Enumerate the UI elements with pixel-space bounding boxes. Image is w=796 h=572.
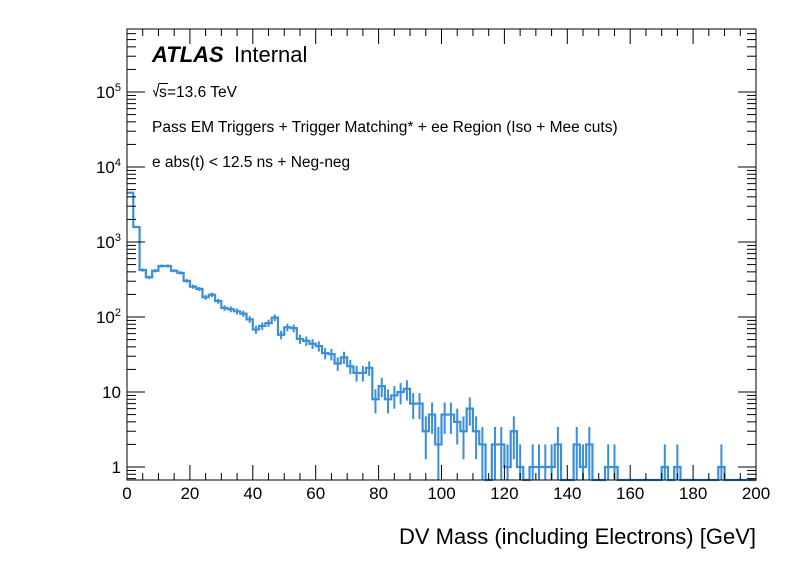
atlas-label: ATLAS — [151, 42, 224, 67]
x-axis-label: DV Mass (including Electrons) [GeV] — [399, 524, 756, 549]
y-tick-label: 102 — [96, 307, 121, 327]
y-tick-base: 10 — [96, 83, 115, 102]
sqrt-symbol-icon — [153, 83, 168, 98]
x-tick-label: 180 — [679, 484, 707, 503]
x-tick-label: 40 — [243, 484, 262, 503]
y-tick-base: 1 — [112, 458, 121, 477]
x-tick-label: 120 — [490, 484, 518, 503]
y-tick-exponent: 3 — [115, 232, 121, 244]
y-tick-exponent: 2 — [115, 307, 121, 319]
y-tick-exponent: 4 — [115, 157, 121, 169]
x-tick-label: 200 — [742, 484, 770, 503]
selection-line-2: e abs(t) < 12.5 ns + Neg-neg — [152, 154, 350, 171]
axes-frame — [126, 28, 757, 481]
x-tick-label: 80 — [369, 484, 388, 503]
x-tick-label: 0 — [122, 484, 131, 503]
x-tick-label: 140 — [553, 484, 581, 503]
y-tick-label: 104 — [96, 157, 121, 177]
selection-line-1: Pass EM Triggers + Trigger Matching* + e… — [152, 119, 618, 136]
y-tick-label: 105 — [96, 82, 121, 102]
energy-sqrt-var: s — [159, 84, 167, 101]
y-tick-label: 1 — [112, 458, 121, 477]
histogram-step-line — [127, 191, 756, 482]
energy-annotation: s =13.6 TeV — [153, 83, 238, 101]
y-tick-exponent: 5 — [115, 82, 121, 94]
x-tick-label: 100 — [427, 484, 455, 503]
internal-label: Internal — [234, 42, 307, 67]
y-tick-label: 10 — [102, 383, 121, 402]
histogram-layer — [127, 191, 756, 482]
y-tick-base: 10 — [96, 158, 115, 177]
y-tick-base: 10 — [102, 383, 121, 402]
x-tick-label: 60 — [306, 484, 325, 503]
y-tick-base: 10 — [96, 233, 115, 252]
x-tick-label: 160 — [616, 484, 644, 503]
x-tick-label: 20 — [180, 484, 199, 503]
y-tick-label: 103 — [96, 232, 121, 252]
energy-value: =13.6 TeV — [167, 84, 238, 101]
y-tick-base: 10 — [96, 308, 115, 327]
tick-labels: 0 20 40 60 80 100 120 140 160 180 2001101021031041… — [96, 82, 770, 503]
